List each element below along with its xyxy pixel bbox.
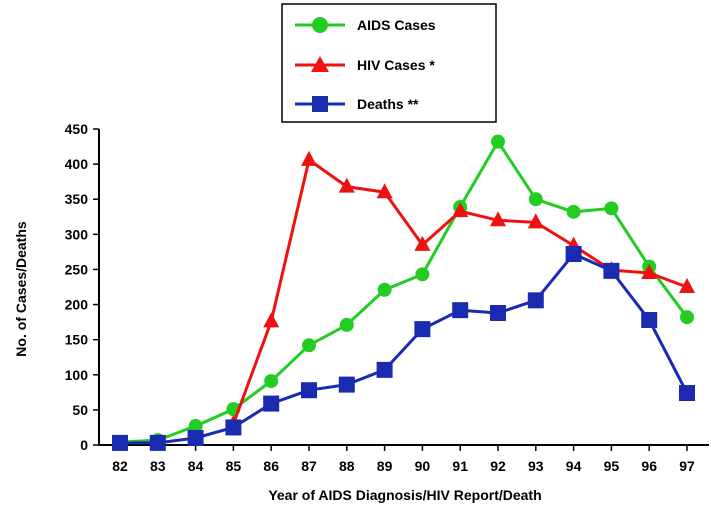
data-point	[338, 376, 355, 393]
data-point	[528, 192, 543, 207]
legend-item-aids-cases: AIDS Cases	[295, 17, 436, 33]
data-point	[415, 267, 430, 282]
data-point	[452, 302, 469, 319]
y-tick-label: 0	[80, 437, 88, 453]
legend-label-aids-cases: AIDS Cases	[357, 17, 436, 33]
y-tick-label: 400	[65, 156, 89, 172]
data-point	[641, 263, 658, 279]
data-point	[680, 310, 694, 325]
series-square	[112, 245, 695, 451]
x-tick-label: 93	[528, 458, 544, 474]
data-point	[187, 429, 204, 446]
x-tick-label: 97	[679, 458, 695, 474]
data-point	[490, 304, 506, 321]
legend-square-marker	[312, 96, 328, 112]
y-axis-title: No. of Cases/Deaths	[13, 221, 29, 357]
legend-label-deaths: Deaths **	[357, 96, 419, 112]
data-point	[604, 201, 619, 216]
y-tick-label: 50	[72, 402, 88, 418]
x-tick-label: 86	[263, 458, 279, 474]
x-tick-label: 82	[112, 458, 128, 474]
data-point	[263, 395, 280, 412]
y-tick-label: 100	[65, 367, 89, 383]
x-axis-ticks: 82 83 84 85 86 87 88 89 90 91 92 93 94 95 96 97	[112, 445, 695, 474]
y-tick-label: 250	[65, 261, 89, 277]
legend-triangle-marker	[311, 56, 329, 72]
x-tick-label: 85	[226, 458, 242, 474]
data-point	[603, 262, 620, 279]
data-point	[679, 385, 695, 402]
data-point	[149, 434, 166, 451]
x-tick-label: 91	[452, 458, 468, 474]
data-point	[565, 245, 582, 262]
y-axis-ticks: 0 50 100 150 200 250 300 350 400 450	[65, 121, 99, 453]
data-point	[641, 312, 658, 329]
legend-item-hiv-cases: HIV Cases *	[295, 56, 435, 73]
data-point	[376, 361, 393, 378]
series-line	[120, 252, 689, 445]
data-point	[491, 134, 505, 149]
legend-label-hiv-cases: HIV Cases *	[357, 57, 435, 73]
y-tick-label: 200	[65, 297, 89, 313]
x-tick-label: 88	[339, 458, 355, 474]
data-point	[527, 292, 544, 309]
data-point	[527, 213, 544, 229]
data-point	[377, 282, 392, 297]
data-point	[339, 317, 354, 332]
data-point	[338, 177, 355, 193]
x-tick-label: 83	[150, 458, 166, 474]
x-tick-label: 84	[188, 458, 204, 474]
y-tick-label: 300	[65, 226, 89, 242]
y-tick-label: 450	[65, 121, 89, 137]
data-point	[679, 278, 695, 293]
data-point	[112, 434, 128, 451]
x-tick-label: 95	[604, 458, 620, 474]
legend-item-deaths: Deaths **	[295, 96, 419, 112]
data-point	[225, 419, 242, 436]
x-axis-title: Year of AIDS Diagnosis/HIV Report/Death	[268, 487, 541, 503]
data-point	[302, 338, 316, 353]
x-tick-label: 94	[566, 458, 582, 474]
data-point	[490, 211, 506, 227]
x-tick-label: 90	[415, 458, 431, 474]
x-tick-label: 89	[377, 458, 393, 474]
legend-circle-marker	[312, 17, 328, 33]
data-point	[301, 150, 317, 166]
series-layer	[112, 134, 695, 451]
data-point	[376, 183, 393, 199]
y-tick-label: 150	[65, 332, 89, 348]
x-tick-label: 87	[301, 458, 317, 474]
data-point	[301, 382, 317, 399]
x-tick-label: 92	[490, 458, 506, 474]
y-tick-label: 350	[65, 191, 89, 207]
data-point	[263, 312, 280, 328]
data-point	[264, 374, 279, 389]
data-point	[452, 202, 469, 218]
data-point	[566, 204, 581, 219]
x-tick-label: 96	[641, 458, 657, 474]
data-point	[414, 321, 431, 338]
data-point	[414, 235, 431, 251]
legend: AIDS Cases HIV Cases * Deaths **	[281, 3, 497, 123]
series-line	[119, 140, 689, 444]
data-point	[188, 419, 203, 434]
